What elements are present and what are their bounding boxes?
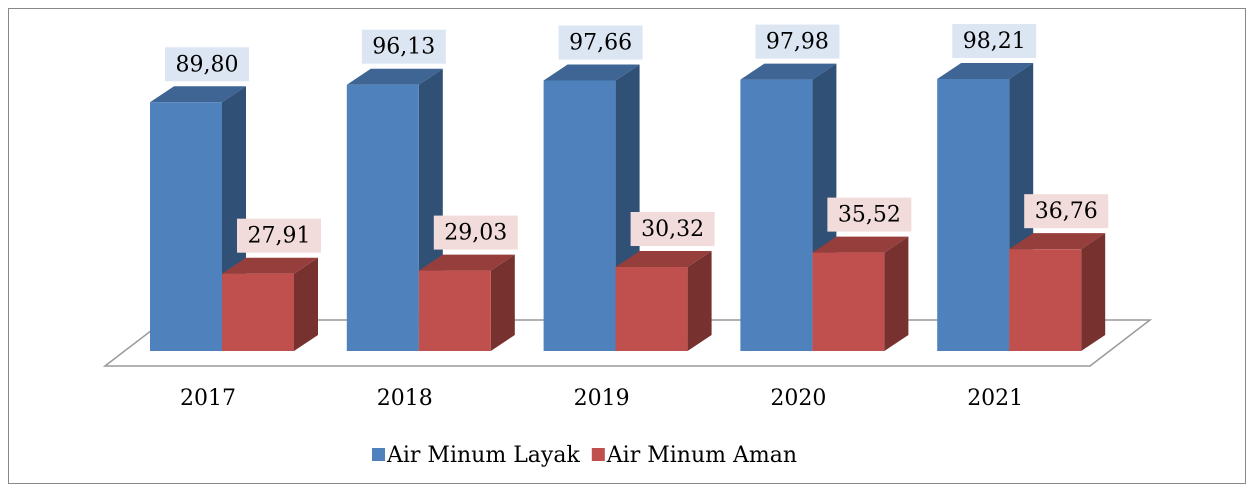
bar-top [346,68,443,85]
bar-top [222,257,318,274]
bar [418,270,491,351]
bar [222,273,294,351]
bar-top [418,254,515,271]
bar [740,79,813,351]
data-label-bg [952,23,1037,58]
data-label-bg [237,218,321,253]
data-label-bg [755,24,840,59]
data-label: 98,21 [963,29,1026,54]
data-label: 96,13 [372,35,435,60]
x-tick-label: 2021 [967,386,1023,411]
data-label: 29,03 [444,221,507,246]
x-tick-label: 2020 [770,386,826,411]
data-label: 30,32 [641,217,704,242]
bar [937,78,1010,351]
data-label-bg [165,47,249,82]
bar-top [1009,233,1106,250]
legend-swatch [372,448,385,461]
bar-side [884,236,909,351]
data-label-bg [558,25,643,60]
x-tick-label: 2019 [574,386,630,411]
bar-side [687,251,712,351]
bar-top [740,63,837,80]
data-label-bg [1024,194,1109,229]
bar-side [294,257,318,351]
bar [812,252,885,351]
bar-side [1081,233,1106,351]
bar-top [937,62,1034,79]
bar [615,267,688,351]
x-tick-label: 2017 [180,386,236,411]
data-label-bg [827,197,912,232]
bar [150,102,222,351]
data-label: 27,91 [248,224,311,249]
data-label: 35,52 [838,203,901,228]
bar-top [150,86,246,103]
bar [1009,249,1082,351]
bar-top [615,251,712,268]
data-label-bg [361,29,446,64]
legend-swatch [591,448,605,461]
bar [346,84,419,351]
data-label: 36,76 [1035,199,1098,224]
legend-label: Air Minum Layak [386,443,580,468]
legend-label: Air Minum Aman [606,443,797,468]
data-label-bg [630,212,715,247]
bar-top [812,236,909,253]
data-label: 97,98 [766,30,829,55]
x-tick-label: 2018 [377,386,433,411]
data-label: 89,80 [176,52,239,77]
bar-side [490,254,515,351]
bar [543,80,616,351]
data-label: 97,66 [569,30,632,55]
bar-top [543,64,640,81]
data-label-bg [433,215,518,250]
